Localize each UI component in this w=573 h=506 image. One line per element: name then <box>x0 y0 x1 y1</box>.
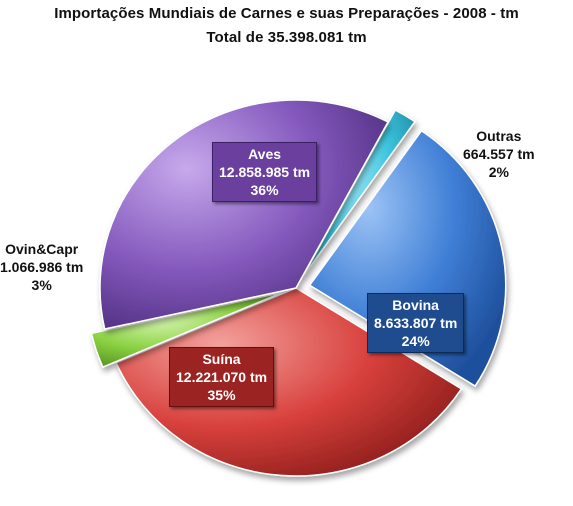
pie-slice-ovin <box>90 291 283 369</box>
slice-name: Outras <box>476 128 522 144</box>
slice-name: Ovin&Capr <box>5 241 79 257</box>
chart-subtitle: Total de 35.398.081 tm <box>206 29 367 46</box>
slice-percent: 36% <box>250 182 279 198</box>
pie-slice-suina <box>115 287 463 477</box>
slice-name: Aves <box>248 146 282 162</box>
slice-value: 8.633.807 tm <box>374 315 458 331</box>
slice-label-bovina: Bovina 8.633.807 tm 24% <box>367 293 465 353</box>
slice-name: Bovina <box>392 297 439 313</box>
slice-percent: 3% <box>31 277 52 293</box>
slice-label-suina: Suína 12.221.070 tm 35% <box>169 347 275 407</box>
slice-label-aves: Aves 12.858.985 tm 36% <box>212 142 318 202</box>
pie-slice-outras <box>302 109 417 277</box>
slice-label-outras: Outras 664.557 tm 2% <box>463 127 535 181</box>
chart-title: Importações Mundiais de Carnes e suas Pr… <box>54 5 519 22</box>
slice-value: 12.221.070 tm <box>176 369 268 385</box>
slice-name: Suína <box>202 351 241 367</box>
slice-percent: 2% <box>488 164 509 180</box>
slice-label-ovin-capr: Ovin&Capr 1.066.986 tm 3% <box>0 240 83 294</box>
slice-percent: 35% <box>207 387 236 403</box>
slice-value: 12.858.985 tm <box>219 164 311 180</box>
slice-percent: 24% <box>401 333 430 349</box>
slice-value: 664.557 tm <box>463 146 535 162</box>
slice-value: 1.066.986 tm <box>0 259 84 275</box>
